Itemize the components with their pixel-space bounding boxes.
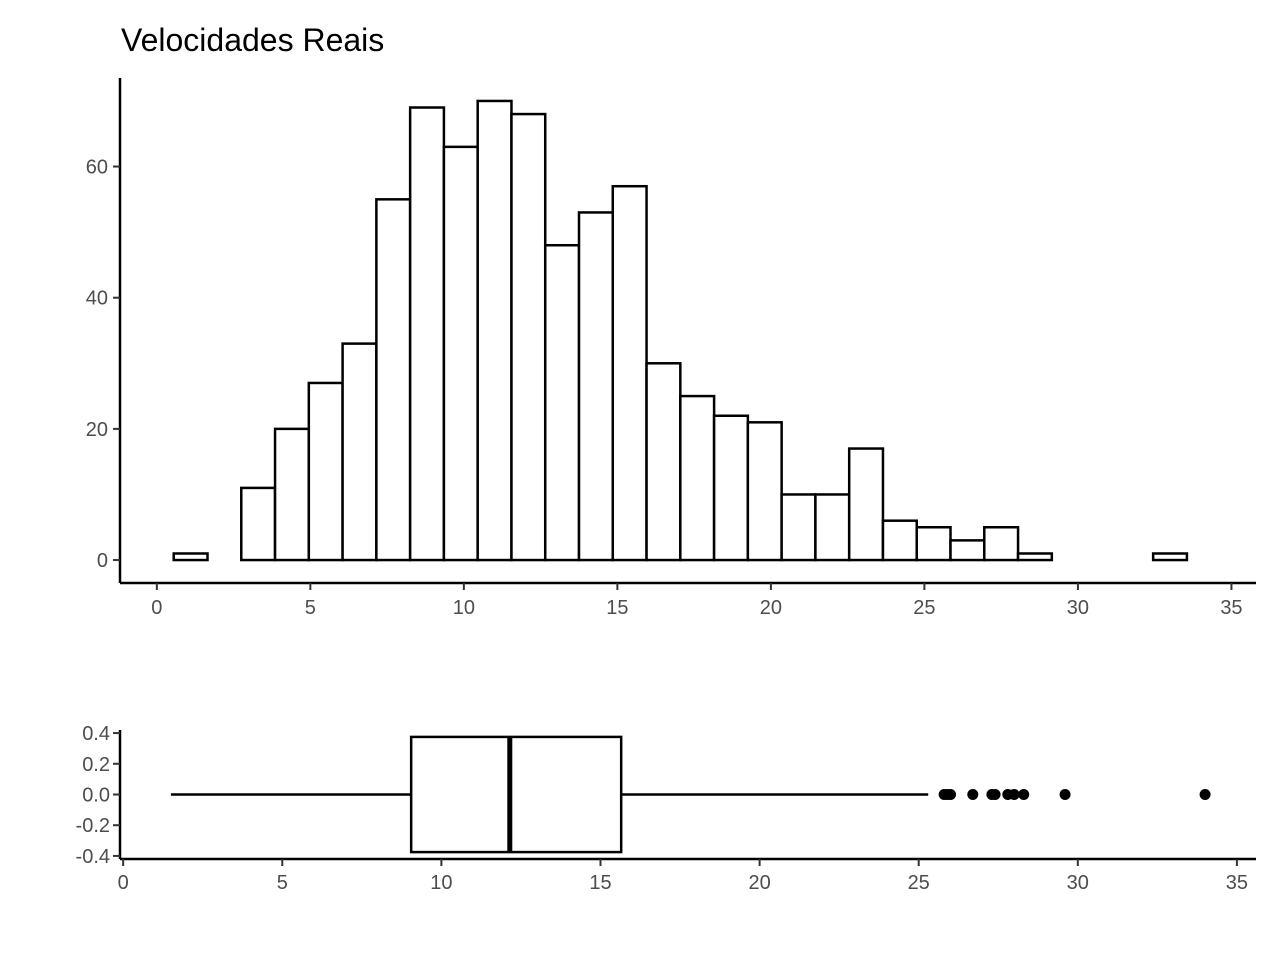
histogram-bar-29 [1151, 552, 1189, 562]
box-y-tick-label--0.4: -0.4 [76, 846, 110, 868]
histogram-bar-21 [881, 519, 918, 562]
boxplot-outlier-8 [1018, 789, 1030, 800]
histogram-bar-5 [341, 342, 378, 562]
hist-y-tick-label-60: 60 [86, 157, 108, 179]
hist-x-tick-label-20: 20 [760, 597, 782, 619]
box-y-tick-label-0.0: 0.0 [82, 785, 110, 807]
histogram-bar-3 [273, 427, 311, 562]
hist-y-tick-label-20: 20 [86, 419, 108, 441]
histogram-bar-9 [476, 99, 513, 562]
histogram-bar-4 [307, 381, 344, 562]
chart-title: Velocidades Reais [121, 22, 385, 58]
histogram-bar-14 [645, 362, 682, 562]
box-y-tick-label--0.2: -0.2 [76, 815, 110, 837]
histogram-bar-23 [949, 539, 986, 562]
box-x-tick-label-35: 35 [1226, 872, 1248, 894]
histogram-bar-2 [240, 486, 277, 562]
hist-x-tick-label-15: 15 [606, 597, 628, 619]
box-x-tick-label-30: 30 [1067, 872, 1089, 894]
histogram-bar-17 [746, 421, 783, 562]
histogram-bar-12 [577, 211, 615, 562]
box-x-tick-label-25: 25 [908, 872, 930, 894]
histogram-bar-16 [712, 414, 750, 562]
box-x-tick-label-20: 20 [748, 872, 770, 894]
box-x-tick-label-0: 0 [118, 872, 129, 894]
boxplot-panel: 0 5 10 15 20 25 30 35 -0.4 -0.2 0.0 0.2 0.4 [76, 723, 1256, 894]
hist-x-tick-label-35: 35 [1220, 597, 1242, 619]
box-x-tick-label-15: 15 [589, 872, 611, 894]
histogram-bar-8 [442, 145, 479, 562]
histogram-bar-19 [814, 493, 851, 562]
boxplot-outlier-9 [1059, 789, 1071, 800]
hist-x-tick-label-30: 30 [1067, 597, 1089, 619]
histogram-bar-24 [983, 526, 1020, 562]
histogram-bar-18 [780, 493, 817, 562]
histogram-bar-20 [847, 447, 885, 562]
box-y-tick-label-0.4: 0.4 [82, 723, 110, 745]
box-x-tick-label-5: 5 [277, 872, 288, 894]
histogram-bar-13 [611, 184, 648, 562]
boxplot-outlier-3 [967, 789, 979, 800]
box-x-tick-label-10: 10 [430, 872, 452, 894]
hist-x-tick-label-25: 25 [913, 597, 935, 619]
histogram-bar-25 [1016, 552, 1054, 562]
histogram-bar-11 [543, 243, 581, 562]
histogram-bar-22 [915, 526, 952, 562]
boxplot-outlier-7 [1008, 789, 1020, 800]
hist-y-tick-label-40: 40 [86, 288, 108, 310]
hist-x-tick-label-10: 10 [453, 597, 475, 619]
hist-x-tick-label-5: 5 [305, 597, 316, 619]
histogram-bar-6 [375, 198, 412, 562]
boxplot-outlier-2 [945, 789, 957, 800]
histogram-panel: 0 5 10 15 20 25 30 35 0 20 40 60 [86, 78, 1256, 619]
histogram-bar-0 [172, 552, 209, 562]
hist-x-tick-label-0: 0 [151, 597, 162, 619]
boxplot-box [409, 735, 623, 854]
histogram-bar-7 [408, 106, 446, 562]
boxplot-outlier-5 [989, 789, 1001, 800]
histogram-bar-15 [679, 394, 716, 562]
box-y-tick-label-0.2: 0.2 [82, 754, 110, 776]
hist-y-tick-label-0: 0 [97, 550, 108, 572]
histogram-bar-10 [510, 112, 547, 562]
boxplot-outlier-10 [1199, 789, 1211, 800]
